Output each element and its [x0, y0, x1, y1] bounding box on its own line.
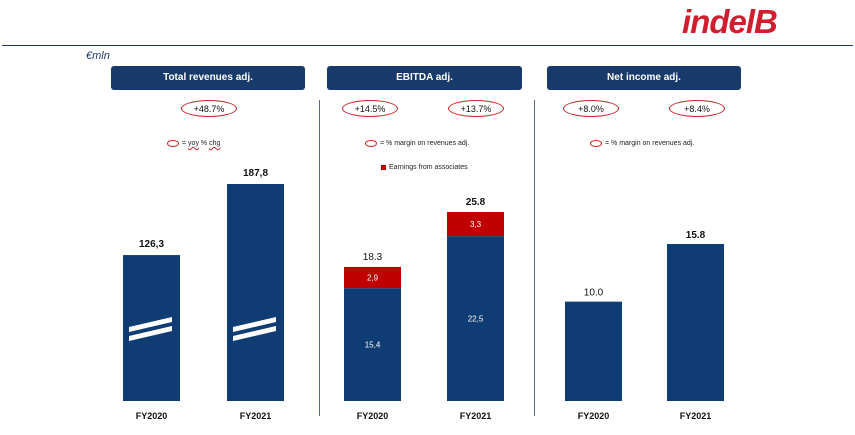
revenue-category-label-fy2021: FY2021	[240, 411, 272, 421]
legend-yoy: = yoy % chg	[167, 138, 220, 150]
legend-yoy-prefix: =	[182, 140, 189, 147]
legend-associates: Earnings from associates	[381, 162, 468, 174]
margin-badge-ebitda-fy2021: +13.7%	[448, 100, 504, 117]
ebitda-segment-label-fy2021-1: 3,3	[470, 220, 482, 229]
legend-yoy-word: yoy	[188, 140, 199, 147]
panel-header-ebitda: EBITDA adj.	[327, 66, 522, 90]
legend-margin-ebitda: = % margin on revenues adj.	[365, 138, 469, 150]
net-income-bar-fy2021	[667, 244, 724, 401]
legend-yoy-rest: %	[198, 140, 210, 147]
legend-oval-icon	[590, 139, 602, 147]
ebitda-segment-label-fy2020-1: 2,9	[367, 274, 379, 283]
legend-associates-text: Earnings from associates	[389, 164, 468, 171]
ebitda-segment-label-fy2020-0: 15,4	[365, 341, 381, 350]
legend-square-icon	[381, 164, 386, 170]
ebitda-total-label-fy2021: 25.8	[466, 197, 486, 208]
panel-divider-2	[534, 100, 535, 416]
net-income-bar-fy2020	[565, 301, 622, 401]
net-income-value-label-fy2021: 15.8	[686, 230, 706, 241]
legend-oval-icon	[167, 139, 179, 147]
revenue-value-label-fy2021: 187,8	[243, 168, 268, 179]
legend-oval-icon	[365, 139, 377, 147]
margin-badge-ebitda-fy2020: +14.5%	[342, 100, 398, 117]
panel-header-net-income: Net income adj.	[547, 66, 741, 90]
revenue-value-label-fy2020: 126,3	[139, 239, 164, 250]
ebitda-category-label-fy2020: FY2020	[357, 411, 389, 421]
axis-break-mark	[233, 326, 276, 341]
ebitda-bar-segment-fy2020-0	[344, 288, 401, 401]
ebitda-bar-segment-fy2021-0	[447, 236, 504, 401]
revenue-bar-fy2021	[227, 184, 284, 401]
legend-chg-word: chg	[209, 140, 221, 147]
ebitda-category-label-fy2021: FY2021	[460, 411, 492, 421]
axis-break-mark	[129, 326, 172, 341]
ebitda-segment-label-fy2021-0: 22,5	[468, 315, 484, 324]
net-income-category-label-fy2021: FY2021	[680, 411, 712, 421]
panel-divider-1	[319, 100, 320, 416]
legend-margin-text: = % margin on revenues adj.	[605, 140, 695, 147]
axis-break-mark	[129, 317, 172, 332]
panel-header-revenues: Total revenues adj.	[111, 66, 305, 90]
ebitda-bar-segment-fy2021-1	[447, 212, 504, 237]
margin-badge-net-income-fy2021: +8.4%	[669, 100, 725, 117]
net-income-category-label-fy2020: FY2020	[578, 411, 610, 421]
margin-badge-net-income-fy2020: +8.0%	[563, 100, 619, 117]
indelb-logo: indelB	[682, 3, 778, 40]
yoy-change-badge-revenues: +48.7%	[181, 100, 237, 117]
header-divider-line	[2, 45, 853, 46]
axis-break-mark	[233, 317, 276, 332]
ebitda-total-label-fy2020: 18.3	[363, 252, 383, 263]
revenue-category-label-fy2020: FY2020	[136, 411, 168, 421]
legend-margin-net-income: = % margin on revenues adj.	[590, 138, 694, 150]
ebitda-bar-segment-fy2020-1	[344, 266, 401, 289]
currency-label: €mln	[86, 50, 110, 62]
net-income-value-label-fy2020: 10.0	[584, 288, 604, 299]
legend-margin-text: = % margin on revenues adj.	[380, 140, 470, 147]
